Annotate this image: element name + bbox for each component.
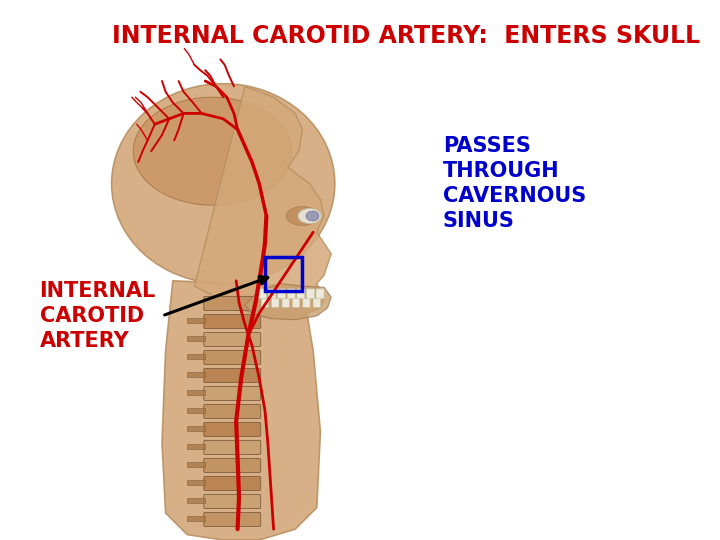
FancyBboxPatch shape <box>316 289 324 299</box>
FancyBboxPatch shape <box>261 299 269 307</box>
FancyBboxPatch shape <box>204 476 261 490</box>
Bar <box>187 336 205 341</box>
FancyBboxPatch shape <box>282 299 289 307</box>
FancyBboxPatch shape <box>307 289 315 299</box>
Bar <box>187 318 205 323</box>
FancyBboxPatch shape <box>204 314 261 328</box>
FancyBboxPatch shape <box>303 299 310 307</box>
FancyBboxPatch shape <box>204 404 261 418</box>
FancyBboxPatch shape <box>204 296 261 310</box>
Bar <box>187 408 205 413</box>
FancyBboxPatch shape <box>204 368 261 382</box>
Bar <box>187 354 205 359</box>
FancyBboxPatch shape <box>268 289 276 299</box>
Text: INTERNAL
CAROTID
ARTERY: INTERNAL CAROTID ARTERY <box>40 281 156 350</box>
FancyBboxPatch shape <box>278 289 286 299</box>
FancyBboxPatch shape <box>204 458 261 472</box>
Bar <box>187 426 205 431</box>
Polygon shape <box>194 86 331 319</box>
FancyBboxPatch shape <box>204 387 261 401</box>
Bar <box>187 462 205 467</box>
FancyBboxPatch shape <box>204 512 261 526</box>
Bar <box>187 480 205 485</box>
Bar <box>187 516 205 521</box>
FancyBboxPatch shape <box>287 289 295 299</box>
FancyBboxPatch shape <box>258 289 266 299</box>
Bar <box>187 498 205 503</box>
Text: PASSES
THROUGH
CAVERNOUS
SINUS: PASSES THROUGH CAVERNOUS SINUS <box>443 137 586 231</box>
Bar <box>187 390 205 395</box>
Ellipse shape <box>298 208 321 224</box>
Ellipse shape <box>112 84 335 284</box>
FancyBboxPatch shape <box>204 495 261 509</box>
FancyBboxPatch shape <box>204 350 261 365</box>
FancyBboxPatch shape <box>204 333 261 347</box>
Polygon shape <box>162 281 320 540</box>
FancyBboxPatch shape <box>204 441 261 455</box>
Ellipse shape <box>287 206 318 226</box>
FancyBboxPatch shape <box>271 299 279 307</box>
Bar <box>187 372 205 377</box>
FancyBboxPatch shape <box>313 299 320 307</box>
Ellipse shape <box>133 97 292 205</box>
Ellipse shape <box>306 211 319 221</box>
FancyBboxPatch shape <box>297 289 305 299</box>
Text: INTERNAL CAROTID ARTERY:  ENTERS SKULL: INTERNAL CAROTID ARTERY: ENTERS SKULL <box>112 24 700 48</box>
FancyBboxPatch shape <box>292 299 300 307</box>
Bar <box>187 444 205 449</box>
FancyBboxPatch shape <box>204 422 261 436</box>
Polygon shape <box>245 284 331 320</box>
Bar <box>265 257 302 291</box>
